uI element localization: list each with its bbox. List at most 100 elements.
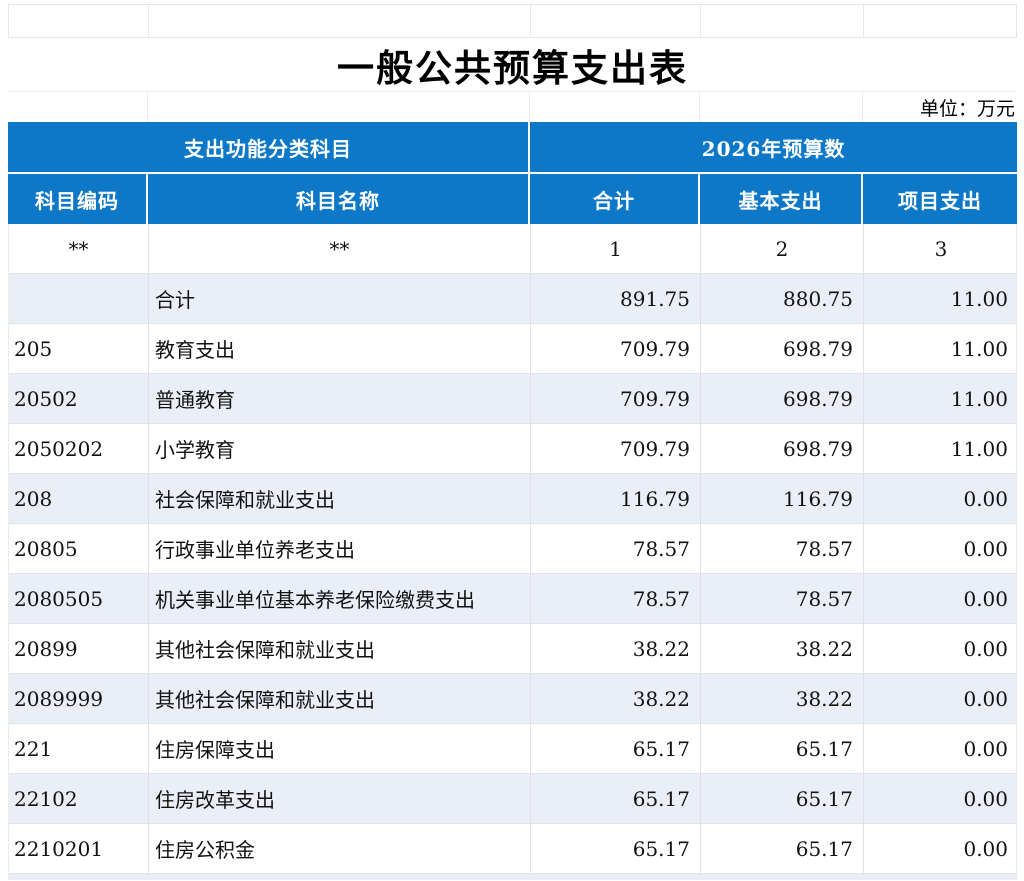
code-cell: 20805: [9, 524, 149, 573]
total-cell: 38.22: [531, 624, 701, 673]
code-cell: 205: [9, 324, 149, 373]
table-row: 2080505 机关事业单位基本养老保险缴费支出 78.57 78.57 0.00: [9, 574, 1016, 624]
header-columns-row: 科目编码 科目名称 合计 基本支出 项目支出: [8, 174, 1017, 224]
project-cell: 11.00: [950, 336, 1008, 361]
name-cell: 社会保障和就业支出: [149, 474, 531, 523]
project-cell: 0.00: [963, 786, 1008, 811]
empty-cell: [531, 5, 701, 37]
col-group-function-category: 支出功能分类科目: [8, 122, 530, 174]
title-row: 一般公共预算支出表: [8, 38, 1017, 92]
code-cell: 221: [9, 724, 149, 773]
index-cell: 1: [531, 224, 701, 273]
name-cell: 其他社会保障和就业支出: [149, 624, 531, 673]
name-cell: 机关事业单位基本养老保险缴费支出: [149, 574, 531, 623]
project-cell: 0.00: [963, 586, 1008, 611]
code-cell: 2210201: [9, 824, 149, 873]
basic-cell: 78.57: [701, 524, 864, 573]
table-row: 208 社会保障和就业支出 116.79 116.79 0.00: [9, 474, 1016, 524]
total-cell: 709.79: [531, 324, 701, 373]
table-row: 20899 其他社会保障和就业支出 38.22 38.22 0.00: [9, 624, 1016, 674]
empty-cell: [149, 5, 531, 37]
empty-cell: [700, 92, 863, 122]
basic-cell: 78.57: [701, 574, 864, 623]
code-cell: 20899: [9, 624, 149, 673]
col-header-code: 科目编码: [8, 174, 148, 224]
spreadsheet-empty-row: [8, 4, 1017, 38]
index-cell: 3: [934, 236, 948, 261]
total-cell: 78.57: [531, 574, 701, 623]
page-title: 一般公共预算支出表: [337, 45, 688, 90]
header-group-row: 支出功能分类科目 2026年预算数: [8, 122, 1017, 174]
table-row: 205 教育支出 709.79 698.79 11.00: [9, 324, 1016, 374]
unit-cell: 单位：万元: [863, 92, 1017, 122]
table-row: 20502 普通教育 709.79 698.79 11.00: [9, 374, 1016, 424]
total-cell: 709.79: [531, 424, 701, 473]
name-cell: 住房改革支出: [149, 774, 531, 823]
table-body-wrap: ** ** 1 2 3 合计 891.75 880.75 11.00 205 教育支出 70…: [8, 224, 1017, 874]
total-cell: 78.57: [531, 524, 701, 573]
total-cell: 38.22: [531, 674, 701, 723]
total-cell: 116.79: [531, 474, 701, 523]
name-cell: 其他社会保障和就业支出: [149, 674, 531, 723]
code-cell: 208: [9, 474, 149, 523]
name-cell: 住房保障支出: [149, 724, 531, 773]
empty-cell: [864, 5, 1018, 37]
table-body: 合计 891.75 880.75 11.00 205 教育支出 709.79 698.79 11…: [9, 274, 1016, 874]
table-row: 合计 891.75 880.75 11.00: [9, 274, 1016, 324]
code-cell: [9, 274, 149, 323]
empty-cell: [8, 92, 148, 122]
basic-cell: 65.17: [701, 824, 864, 873]
next-row-sliver: [8, 874, 1017, 880]
basic-cell: 116.79: [701, 474, 864, 523]
project-cell: 11.00: [950, 386, 1008, 411]
column-index-row: ** ** 1 2 3: [9, 224, 1016, 274]
empty-cell: [9, 5, 149, 37]
basic-cell: 698.79: [701, 324, 864, 373]
empty-cell: [148, 92, 530, 122]
col-group-budget-year: 2026年预算数: [530, 122, 1017, 174]
col-header-basic: 基本支出: [700, 174, 863, 224]
basic-cell: 38.22: [701, 674, 864, 723]
empty-cell: [701, 5, 864, 37]
project-cell: 11.00: [950, 436, 1008, 461]
project-cell: 0.00: [963, 636, 1008, 661]
name-cell: 教育支出: [149, 324, 531, 373]
basic-cell: 38.22: [701, 624, 864, 673]
total-cell: 65.17: [531, 774, 701, 823]
index-cell: **: [149, 224, 531, 273]
project-cell: 0.00: [963, 686, 1008, 711]
basic-cell: 65.17: [701, 724, 864, 773]
unit-label: 单位：万元: [919, 98, 1015, 120]
name-cell: 小学教育: [149, 424, 531, 473]
basic-cell: 698.79: [701, 374, 864, 423]
total-cell: 891.75: [531, 274, 701, 323]
table-row: 20805 行政事业单位养老支出 78.57 78.57 0.00: [9, 524, 1016, 574]
table-row: 22102 住房改革支出 65.17 65.17 0.00: [9, 774, 1016, 824]
project-cell: 0.00: [963, 736, 1008, 761]
name-cell: 行政事业单位养老支出: [149, 524, 531, 573]
code-cell: 22102: [9, 774, 149, 823]
code-cell: 2080505: [9, 574, 149, 623]
code-cell: 2050202: [9, 424, 149, 473]
col-header-project: 项目支出: [863, 174, 1017, 224]
name-cell: 住房公积金: [149, 824, 531, 873]
table-row: 2050202 小学教育 709.79 698.79 11.00: [9, 424, 1016, 474]
table-row: 2089999 其他社会保障和就业支出 38.22 38.22 0.00: [9, 674, 1016, 724]
index-cell: **: [9, 224, 149, 273]
name-cell: 合计: [149, 274, 531, 323]
project-cell: 0.00: [963, 486, 1008, 511]
total-cell: 65.17: [531, 824, 701, 873]
project-cell: 0.00: [963, 836, 1008, 861]
col-header-name: 科目名称: [148, 174, 530, 224]
code-cell: 20502: [9, 374, 149, 423]
code-cell: 2089999: [9, 674, 149, 723]
basic-cell: 698.79: [701, 424, 864, 473]
index-cell: 2: [701, 224, 864, 273]
basic-cell: 65.17: [701, 774, 864, 823]
table-row: 2210201 住房公积金 65.17 65.17 0.00: [9, 824, 1016, 874]
total-cell: 65.17: [531, 724, 701, 773]
table-header: 支出功能分类科目 2026年预算数 科目编码 科目名称 合计 基本支出 项目支出: [8, 122, 1017, 224]
total-cell: 709.79: [531, 374, 701, 423]
col-header-total: 合计: [530, 174, 700, 224]
